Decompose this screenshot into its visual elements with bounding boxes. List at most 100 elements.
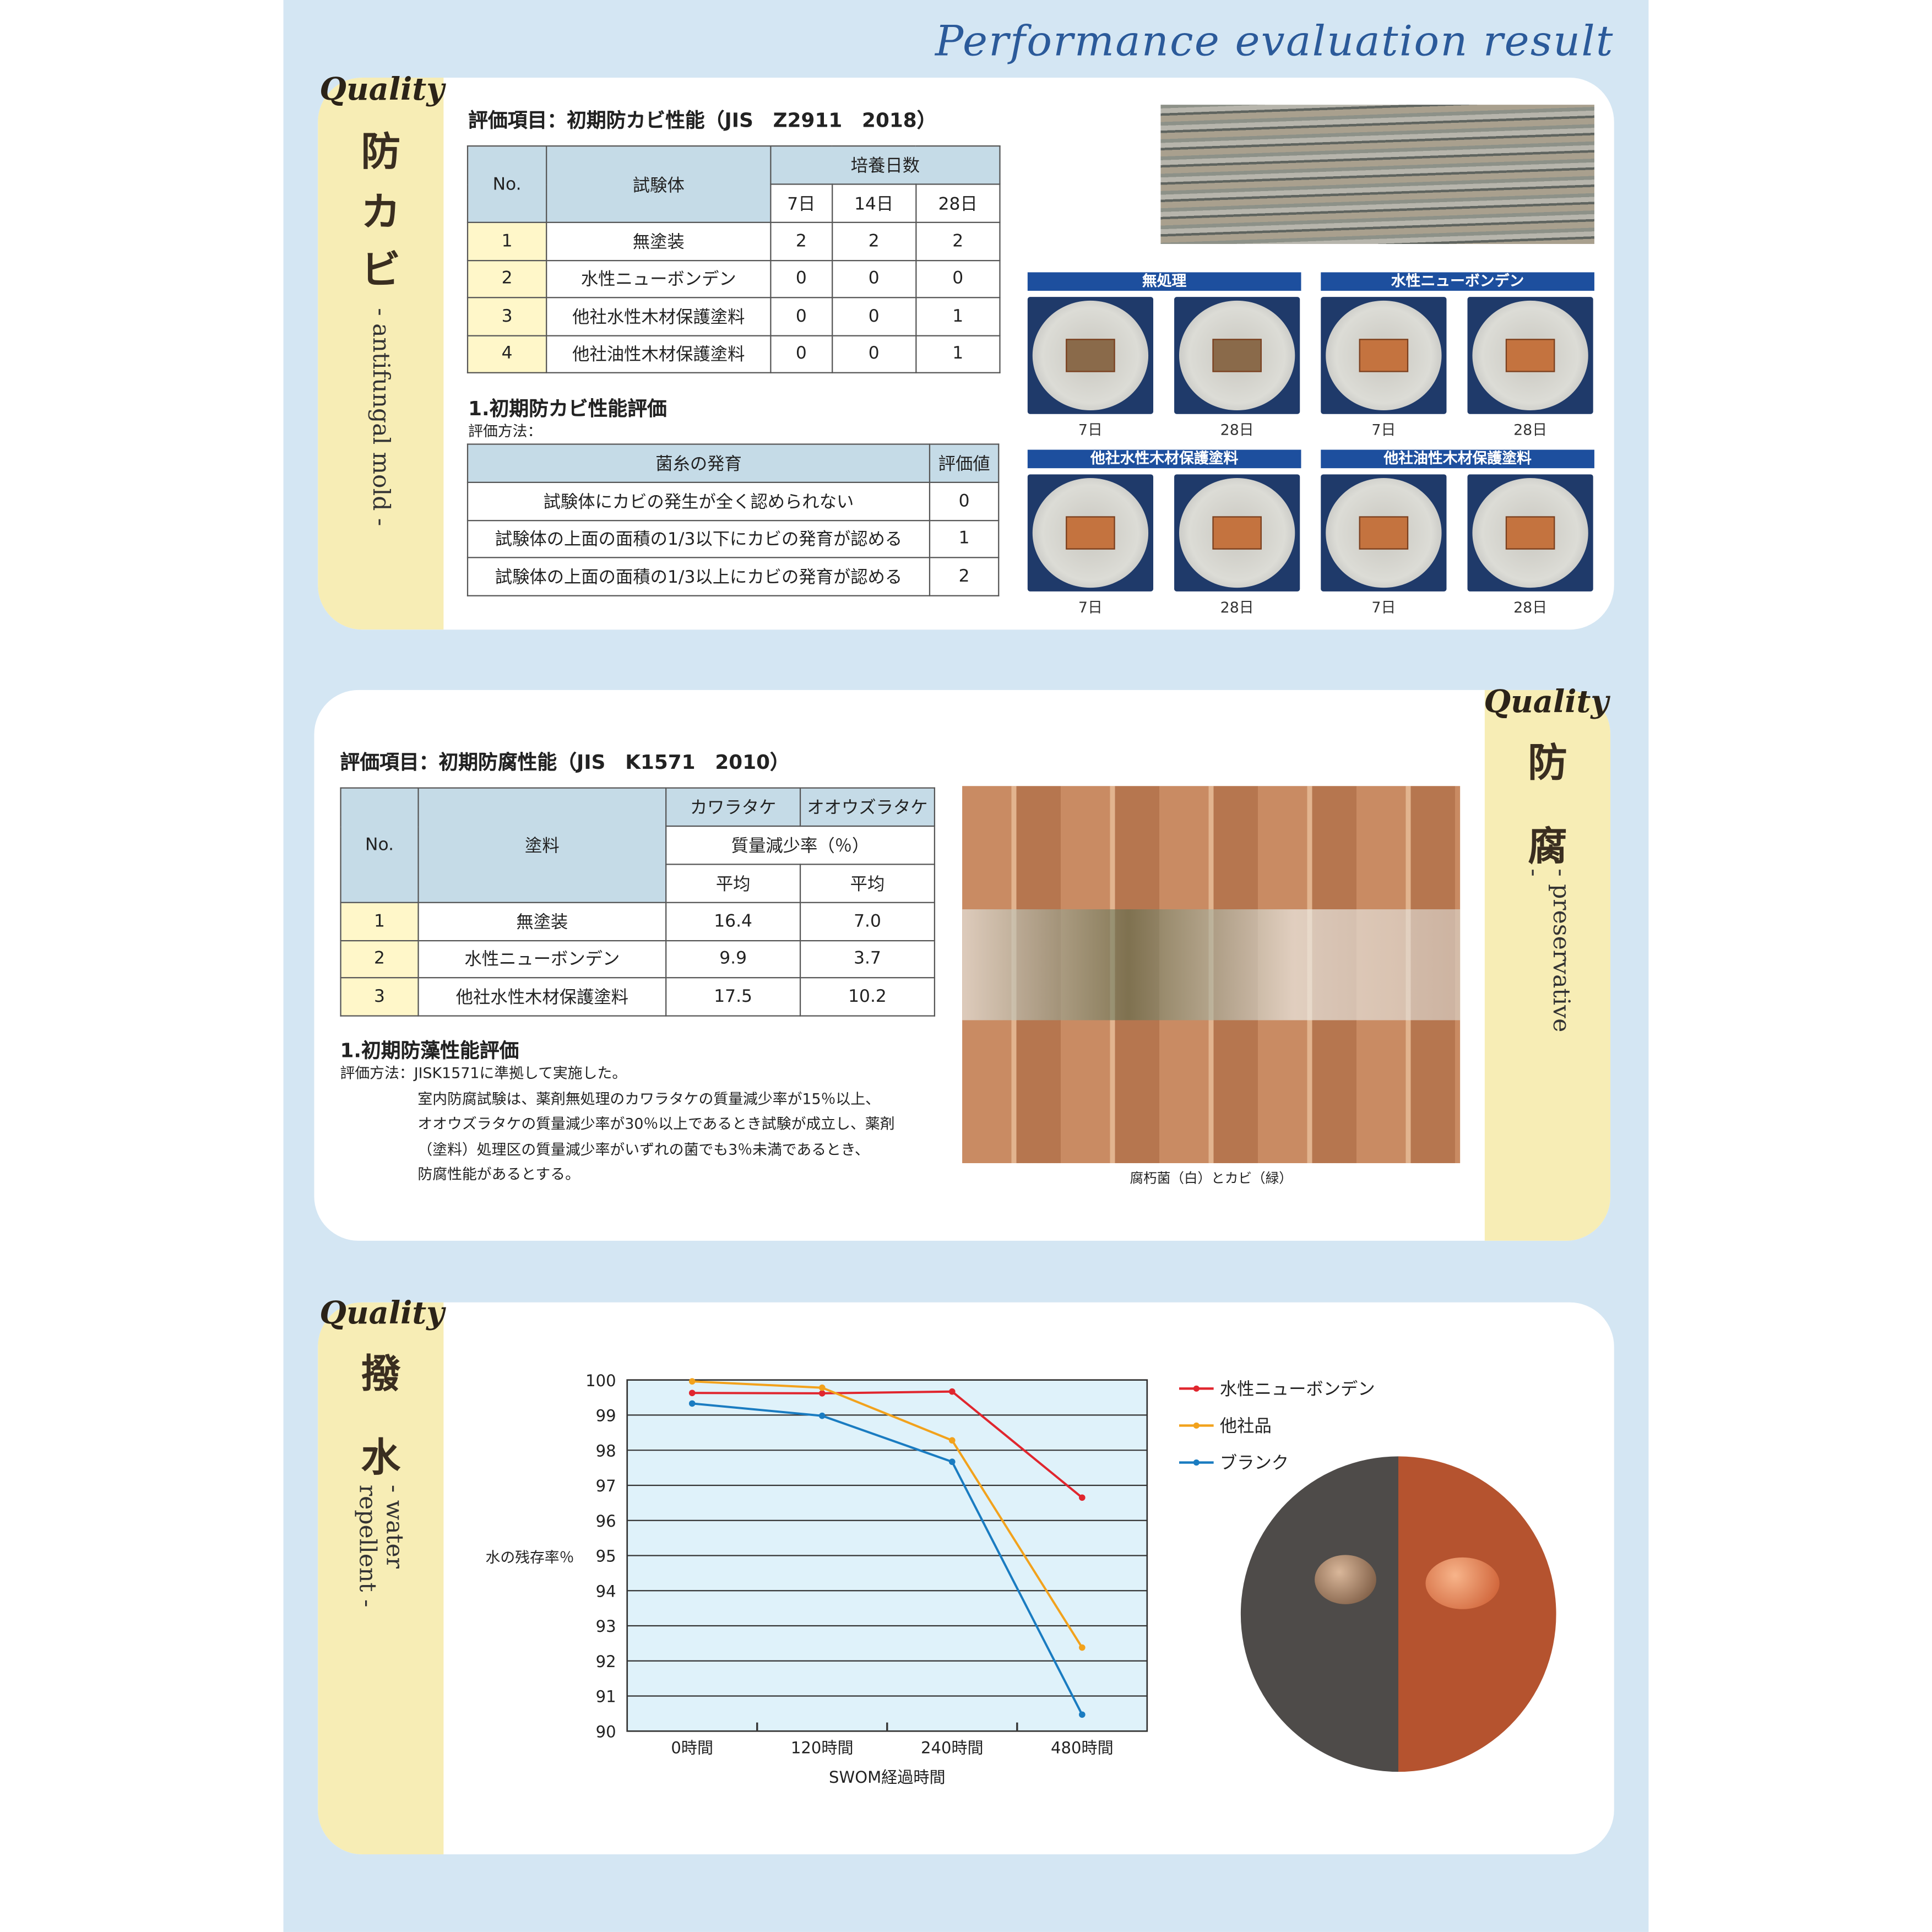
quality-label: Quality bbox=[319, 71, 444, 107]
photo-day-label: 28日 bbox=[1513, 421, 1548, 439]
quality-label: Quality bbox=[319, 1295, 444, 1331]
eval-line: 防腐性能があるとする。 bbox=[417, 1165, 580, 1183]
x-tick-label: 480時間 bbox=[1051, 1739, 1114, 1757]
data-point bbox=[688, 1400, 696, 1407]
data-point bbox=[818, 1384, 826, 1391]
table-cell: 1 bbox=[915, 297, 1001, 336]
table-cell: 無塗装 bbox=[417, 902, 667, 941]
table-cell: 2 bbox=[340, 939, 419, 979]
preservative-eval-title: 1.初期防藻性能評価 bbox=[340, 1038, 519, 1062]
y-tick-label: 97 bbox=[596, 1477, 616, 1495]
preservative-eval-text: 評価方法：JISK1571に準拠して実施した。 室内防腐試験は、薬剤無処理のカワ… bbox=[340, 1061, 894, 1187]
table-cell: 4 bbox=[466, 334, 547, 373]
col-fungus: カワラタケ bbox=[665, 787, 801, 827]
petri-dish-photo bbox=[1321, 297, 1447, 414]
col-growth: 菌糸の発育 bbox=[466, 443, 931, 483]
table-cell: 17.5 bbox=[665, 977, 801, 1016]
col-paint: 塗料 bbox=[417, 787, 667, 903]
col-no: No. bbox=[340, 787, 419, 903]
table-cell: 0 bbox=[831, 259, 917, 299]
table-row: 試験体にカビの発生が全く認められない 0 bbox=[466, 481, 1000, 521]
y-tick-label: 91 bbox=[596, 1687, 616, 1706]
page-title: Performance evaluation result bbox=[935, 17, 1614, 67]
table-cell: 9.9 bbox=[665, 939, 801, 979]
x-tick-label: 120時間 bbox=[791, 1739, 854, 1757]
col-day: 28日 bbox=[915, 183, 1001, 223]
section-kanji: 腐 bbox=[1528, 823, 1567, 870]
petri-dish-photo bbox=[1027, 297, 1154, 414]
section-kanji: ビ bbox=[361, 246, 401, 294]
section-subtitle: - water repellent - bbox=[354, 1484, 408, 1608]
table-cell: 試験体の上面の面積の1/3以上にカビの発育が認める bbox=[466, 557, 931, 596]
table-cell: 1 bbox=[340, 902, 419, 941]
y-tick-label: 99 bbox=[596, 1407, 616, 1425]
data-point bbox=[818, 1412, 826, 1419]
table-cell: 1 bbox=[466, 221, 547, 261]
section-subtitle: - preservative - bbox=[1520, 869, 1575, 1033]
y-tick-label: 95 bbox=[596, 1547, 616, 1566]
eval-line: 評価方法：JISK1571に準拠して実施した。 bbox=[340, 1064, 627, 1082]
legend-label: ブランク bbox=[1220, 1453, 1289, 1473]
series-line bbox=[692, 1380, 1083, 1648]
table-cell: 0 bbox=[929, 481, 1000, 521]
col-day: 14日 bbox=[831, 183, 917, 223]
col-avg: 平均 bbox=[799, 864, 936, 903]
water-drop bbox=[1425, 1557, 1500, 1609]
eval-line: オオウズラタケの質量減少率が30％以上であるとき試験が成立し、薬剤 bbox=[417, 1115, 895, 1132]
y-tick-label: 94 bbox=[596, 1582, 616, 1600]
table-row: 3 他社水性木材保護塗料 0 0 1 bbox=[466, 297, 1001, 336]
series-line bbox=[692, 1402, 1083, 1716]
x-tick-label: 0時間 bbox=[671, 1739, 713, 1757]
eval-line: （塗料）処理区の質量減少率がいずれの菌でも3％未満であるとき、 bbox=[417, 1140, 870, 1158]
section-kanji: 撥 bbox=[361, 1350, 401, 1397]
preservative-table: No. 塗料 カワラタケ オオウズラタケ 質量減少率（％） 平均 平均 1 無塗装 16.4… bbox=[340, 787, 936, 1016]
petri-dish-photo bbox=[1467, 474, 1593, 591]
antifungal-table: No. 試験体 培養日数 7日 14日 28日 1 無塗装 2 2 2 2 水性ニューボンデン 0 0 0… bbox=[466, 145, 1001, 373]
preservative-strip bbox=[1484, 690, 1611, 1241]
table-row: 試験体の上面の面積の1/3以下にカビの発育が認める 1 bbox=[466, 519, 1000, 558]
data-point bbox=[688, 1378, 696, 1385]
petri-dish-photo bbox=[1467, 297, 1593, 414]
y-tick-label: 98 bbox=[596, 1441, 616, 1460]
photo-caption: 腐朽菌（白）とカビ（緑） bbox=[1130, 1170, 1293, 1187]
petri-dish-photo bbox=[1174, 474, 1300, 591]
table-cell: 2 bbox=[831, 221, 917, 261]
data-point bbox=[948, 1388, 956, 1395]
table-cell: 3 bbox=[466, 297, 547, 336]
legend-label: 他社品 bbox=[1220, 1417, 1272, 1436]
moldy-wood-photo bbox=[1160, 105, 1594, 244]
antifungal-heading: 評価項目：初期防カビ性能（JIS Z2911 2018） bbox=[468, 108, 937, 132]
table-cell: 16.4 bbox=[665, 902, 801, 941]
data-point bbox=[948, 1458, 956, 1466]
legend-label: 水性ニューボンデン bbox=[1220, 1380, 1375, 1399]
antifungal-eval-title: 1.初期防カビ性能評価 bbox=[468, 397, 667, 420]
section-subtitle: - antifungal mold - bbox=[367, 308, 394, 527]
table-cell: 0 bbox=[770, 334, 833, 373]
col-fungus: オオウズラタケ bbox=[799, 787, 936, 827]
data-point bbox=[1079, 1494, 1086, 1501]
photo-day-label: 7日 bbox=[1371, 599, 1396, 616]
y-tick-label: 96 bbox=[596, 1512, 616, 1531]
table-row: 3 他社水性木材保護塗料 17.5 10.2 bbox=[340, 977, 936, 1016]
y-tick-label: 90 bbox=[596, 1722, 616, 1741]
antifungal-eval-table: 菌糸の発育 評価値 試験体にカビの発生が全く認められない 0 試験体の上面の面積の1/… bbox=[466, 443, 1000, 596]
table-cell: 2 bbox=[466, 259, 547, 299]
mold-overlay bbox=[962, 909, 1461, 1021]
antifungal-eval-method: 評価方法： bbox=[468, 422, 542, 440]
col-score: 評価値 bbox=[929, 443, 1000, 483]
table-cell: 0 bbox=[915, 259, 1001, 299]
table-cell: 他社油性木材保護塗料 bbox=[546, 334, 772, 373]
col-rate: 質量減少率（％） bbox=[665, 825, 936, 865]
photo-group-label: 無処理 bbox=[1027, 272, 1301, 291]
table-cell: 2 bbox=[770, 221, 833, 261]
y-tick-label: 93 bbox=[596, 1617, 616, 1636]
water-drop-photo bbox=[1240, 1456, 1556, 1772]
photo-group-label: 水性ニューボンデン bbox=[1321, 272, 1594, 291]
antifungal-strip bbox=[318, 77, 444, 630]
table-row: 2 水性ニューボンデン 9.9 3.7 bbox=[340, 939, 936, 979]
table-cell: 試験体の上面の面積の1/3以下にカビの発育が認める bbox=[466, 519, 931, 558]
table-row: 1 無塗装 16.4 7.0 bbox=[340, 902, 936, 941]
table-cell: 0 bbox=[831, 334, 917, 373]
data-point bbox=[1079, 1644, 1086, 1651]
